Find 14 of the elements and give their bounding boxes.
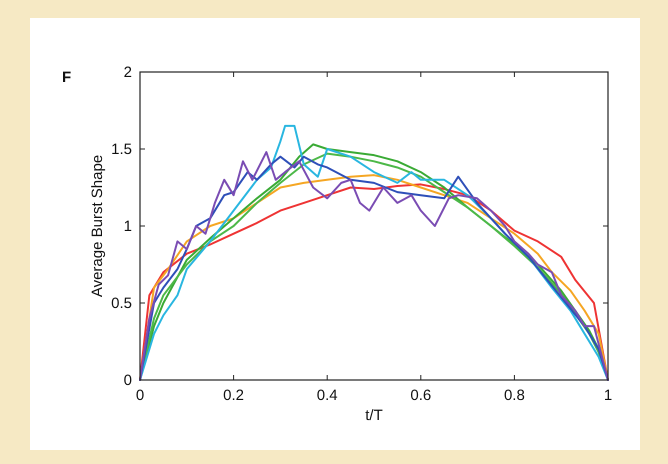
y-axis-title: Average Burst Shape bbox=[89, 154, 106, 298]
y-tick-label: 0.5 bbox=[111, 295, 132, 312]
chart-title: F bbox=[62, 69, 72, 86]
x-tick-label: 1 bbox=[604, 387, 612, 404]
y-tick-label: 2 bbox=[124, 64, 132, 81]
x-tick-label: 0.8 bbox=[504, 387, 525, 404]
x-tick-label: 0 bbox=[136, 387, 144, 404]
x-tick-label: 0.6 bbox=[410, 387, 432, 404]
y-tick-label: 1 bbox=[124, 218, 132, 235]
x-axis-title: t/T bbox=[365, 407, 383, 424]
y-tick-label: 1.5 bbox=[111, 141, 132, 158]
y-tick-label: 0 bbox=[124, 372, 132, 389]
x-tick-label: 0.4 bbox=[316, 387, 338, 404]
x-tick-label: 0.2 bbox=[223, 387, 244, 404]
